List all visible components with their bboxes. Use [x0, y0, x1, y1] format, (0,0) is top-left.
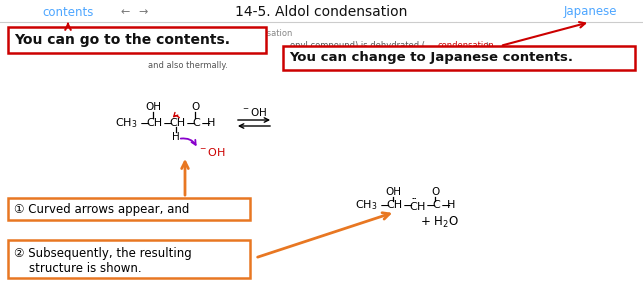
Text: 14-5. Aldol condensation: 14-5. Aldol condensation [188, 29, 292, 37]
Text: →: → [138, 7, 148, 17]
Text: $-$: $-$ [379, 198, 390, 211]
Text: $-$: $-$ [200, 116, 211, 129]
Text: ① Curved arrows appear, and: ① Curved arrows appear, and [14, 203, 190, 216]
Text: structure is shown.: structure is shown. [14, 261, 141, 274]
Text: $-$: $-$ [440, 198, 451, 211]
Text: $-$: $-$ [139, 116, 150, 129]
Text: H: H [447, 200, 455, 210]
Text: ←: ← [120, 7, 130, 17]
Text: CH$_3$: CH$_3$ [355, 198, 377, 212]
Text: and also thermally.: and also thermally. [148, 61, 228, 70]
Text: $\ddot{\rm C}$H: $\ddot{\rm C}$H [409, 197, 426, 213]
Text: You can change to Japanese contents.: You can change to Japanese contents. [289, 51, 573, 64]
FancyBboxPatch shape [8, 27, 266, 53]
Text: $-$: $-$ [402, 198, 413, 211]
Text: ): ) [485, 42, 488, 50]
Text: $-$: $-$ [185, 116, 196, 129]
Text: CH: CH [146, 118, 162, 128]
FancyBboxPatch shape [8, 198, 250, 220]
FancyBboxPatch shape [283, 46, 635, 70]
Text: H: H [207, 118, 215, 128]
Text: CH: CH [386, 200, 402, 210]
Text: O: O [191, 102, 199, 112]
Text: C: C [432, 200, 440, 210]
Text: $-$: $-$ [425, 198, 436, 211]
Text: H: H [172, 132, 180, 142]
Text: to give a conjugated carbonyl c: to give a conjugated carbonyl c [290, 50, 423, 59]
Text: $-$: $-$ [162, 116, 173, 129]
Text: OH: OH [385, 187, 401, 197]
Text: 14-5. Aldol condensation: 14-5. Aldol condensation [235, 5, 407, 19]
Text: OH: OH [145, 102, 161, 112]
Text: You can go to the contents.: You can go to the contents. [14, 33, 230, 47]
Text: ② Subsequently, the resulting: ② Subsequently, the resulting [14, 247, 192, 260]
Text: contents: contents [42, 6, 94, 18]
Text: O: O [431, 187, 439, 197]
Text: ..: .. [411, 194, 417, 200]
Text: + H$_2$O: + H$_2$O [420, 214, 458, 230]
Text: $^-$OH: $^-$OH [198, 146, 226, 158]
Text: Japanese: Japanese [563, 6, 617, 18]
Text: $^-$OH: $^-$OH [241, 106, 267, 118]
Text: onyl compound) is dehydrated (: onyl compound) is dehydrated ( [290, 42, 425, 50]
Text: CH: CH [169, 118, 185, 128]
Text: condensation: condensation [438, 42, 494, 50]
Text: C: C [192, 118, 200, 128]
FancyBboxPatch shape [8, 240, 250, 278]
Text: CH$_3$: CH$_3$ [115, 116, 138, 130]
